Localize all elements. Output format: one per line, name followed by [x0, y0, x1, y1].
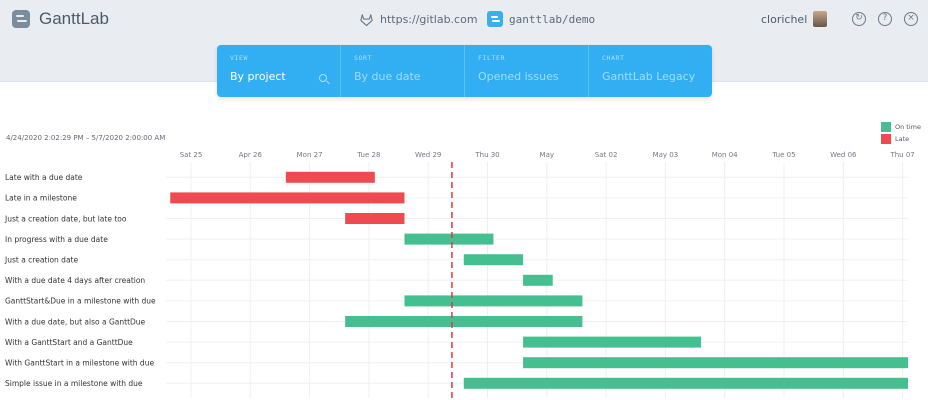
row-label: Just a creation date — [4, 256, 78, 265]
filter-value: Opened issues — [478, 70, 559, 83]
row-label: Just a creation date, but late too — [4, 214, 127, 223]
axis-tick-label: Sat 02 — [595, 151, 618, 159]
axis-tick-label: Thu 30 — [474, 151, 499, 159]
legend-label-on-time: On time — [895, 122, 921, 131]
legend-label-late: Late — [895, 134, 910, 143]
legend-item-late: Late — [881, 133, 921, 144]
row-label: With a GanttStart and a GanttDue — [5, 338, 133, 347]
filter-selector[interactable]: FILTER Opened issues — [465, 45, 589, 97]
row-label: Late with a due date — [5, 173, 83, 182]
axis-tick-label: Tue 05 — [771, 151, 795, 159]
gantt-bar-on-time — [523, 274, 553, 286]
axis-tick-label: May 03 — [653, 151, 679, 159]
project-link[interactable]: ganttlab/demo — [487, 11, 595, 27]
gantt-bar-on-time — [404, 295, 583, 307]
row-label: With GanttStart in a milestone with due — [5, 359, 154, 368]
gantt-bar-late — [170, 192, 405, 204]
user-menu[interactable]: clorichel — [761, 11, 828, 27]
axis-tick-label: Wed 29 — [415, 151, 441, 159]
gantt-bar-late — [285, 171, 375, 183]
legend-swatch-late — [881, 133, 891, 144]
close-icon[interactable]: × — [904, 12, 918, 26]
legend-item-on-time: On time — [881, 121, 921, 132]
brand[interactable]: GanttLab — [12, 9, 109, 29]
row-label: Simple issue in a milestone with due — [5, 379, 143, 388]
date-range: 4/24/2020 2:02:29 PM – 5/7/2020 2:00:00 … — [6, 134, 166, 142]
gantt-bar-on-time — [523, 336, 701, 348]
gantt-bar-on-time — [404, 233, 494, 245]
source-link[interactable]: https://gitlab.com — [359, 12, 478, 27]
gantt-bar-on-time — [463, 377, 908, 389]
sort-label: SORT — [354, 54, 373, 62]
gantt-bar-late — [345, 213, 405, 224]
chart-selector[interactable]: CHART GanttLab Legacy — [589, 45, 712, 97]
app-name: GanttLab — [39, 9, 109, 28]
gantt-bar-on-time — [523, 357, 908, 369]
row-label: With a due date 4 days after creation — [5, 276, 145, 285]
row-label: GanttStart&Due in a milestone with due — [5, 297, 156, 306]
ganttlab-logo-icon — [12, 10, 30, 28]
help-icon[interactable]: ? — [878, 12, 892, 26]
search-icon[interactable] — [319, 74, 327, 82]
view-label: VIEW — [230, 54, 249, 62]
axis-tick-label: Sat 25 — [180, 151, 203, 159]
user-name: clorichel — [761, 12, 808, 26]
avatar — [813, 11, 828, 27]
gitlab-icon — [360, 14, 373, 27]
view-value: By project — [230, 70, 286, 83]
sort-selector[interactable]: SORT By due date — [341, 45, 465, 97]
project-icon — [487, 11, 503, 27]
sort-value: By due date — [354, 70, 421, 83]
project-name: ganttlab/demo — [509, 12, 596, 26]
row-label: With a due date, but also a GanttDue — [5, 317, 146, 326]
legend: On time Late — [881, 121, 921, 145]
refresh-icon[interactable]: ↻ — [852, 12, 866, 26]
axis-tick-label: Tue 28 — [356, 151, 380, 159]
axis-tick-label: Apr 26 — [239, 151, 263, 159]
filter-panel: VIEW By project SORT By due date FILTER … — [217, 45, 712, 97]
source-url: https://gitlab.com — [380, 13, 478, 26]
legend-swatch-on-time — [881, 121, 891, 132]
axis-tick-label: Thu 07 — [889, 151, 914, 159]
row-label: In progress with a due date — [5, 235, 108, 244]
chart-label: CHART — [602, 54, 625, 62]
axis-tick-label: Wed 06 — [830, 151, 857, 159]
axis-tick-label: May — [540, 151, 554, 159]
view-selector[interactable]: VIEW By project — [217, 45, 341, 97]
gantt-bar-on-time — [345, 316, 583, 327]
filter-label: FILTER — [478, 54, 506, 62]
row-label: Late in a milestone — [5, 194, 77, 203]
gantt-bar-on-time — [463, 254, 524, 266]
axis-tick-label: Mon 04 — [712, 151, 738, 159]
chart-value: GanttLab Legacy — [602, 70, 696, 83]
axis-tick-label: Mon 27 — [297, 151, 323, 159]
